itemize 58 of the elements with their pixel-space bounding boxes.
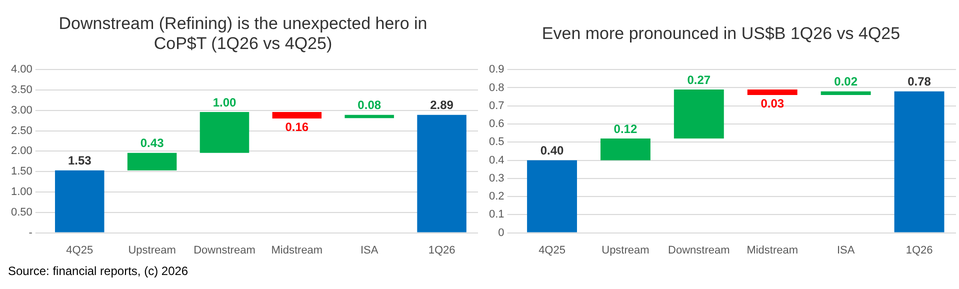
x-tick-label: Upstream bbox=[602, 244, 650, 256]
bar bbox=[747, 90, 798, 95]
y-tick-label: 0.6 bbox=[488, 118, 504, 130]
x-tick-label: Midstream bbox=[271, 244, 323, 256]
y-tick-label: 0.5 bbox=[488, 136, 504, 148]
y-tick-label: 0.9 bbox=[488, 64, 504, 76]
data-label: 0.08 bbox=[358, 98, 382, 112]
y-tick-label: - bbox=[28, 226, 33, 239]
y-tick-label: 0.8 bbox=[488, 82, 504, 94]
bar bbox=[600, 138, 650, 160]
data-label: 0.43 bbox=[140, 136, 164, 150]
y-tick-label: 0.3 bbox=[488, 172, 504, 184]
bar bbox=[674, 90, 724, 139]
x-tick-label: 4Q25 bbox=[66, 244, 94, 256]
y-tick-label: 0.4 bbox=[488, 154, 504, 166]
bar bbox=[344, 114, 394, 118]
data-label: 0.03 bbox=[760, 96, 784, 110]
y-tick-label: 0 bbox=[498, 226, 504, 239]
bar bbox=[820, 91, 871, 95]
y-tick-label: 0.50 bbox=[10, 206, 32, 218]
x-tick-label: Downstream bbox=[668, 244, 730, 256]
x-tick-label: ISA bbox=[360, 244, 379, 256]
data-label: 2.89 bbox=[430, 98, 454, 112]
bar bbox=[127, 152, 177, 170]
x-tick-label: Downstream bbox=[194, 244, 256, 256]
bar bbox=[200, 112, 250, 153]
source-note: Source: financial reports, (c) 2026 bbox=[8, 264, 190, 278]
y-tick-label: 2.50 bbox=[10, 124, 32, 137]
x-tick-label: Upstream bbox=[128, 244, 176, 256]
chart-title: Even more pronounced in US$B 1Q26 vs 4Q25 bbox=[540, 23, 902, 45]
data-label: 0.78 bbox=[908, 74, 932, 89]
y-tick-label: 4.00 bbox=[10, 64, 32, 76]
y-tick-label: 0.7 bbox=[488, 100, 504, 112]
data-label: 1.53 bbox=[68, 154, 92, 168]
data-label: 0.16 bbox=[285, 120, 309, 134]
data-label: 0.12 bbox=[614, 122, 638, 136]
data-label: 0.40 bbox=[540, 144, 564, 158]
x-tick-label: 1Q26 bbox=[428, 244, 456, 256]
x-tick-label: 4Q25 bbox=[538, 244, 566, 256]
x-tick-label: Midstream bbox=[746, 244, 798, 256]
data-label: 1.00 bbox=[212, 95, 236, 110]
bar bbox=[55, 170, 104, 232]
data-label: 0.27 bbox=[687, 72, 711, 87]
y-tick-label: 0.1 bbox=[488, 208, 504, 221]
y-tick-label: 2.00 bbox=[10, 145, 32, 158]
bar bbox=[894, 91, 944, 232]
y-tick-label: 1.50 bbox=[10, 166, 32, 178]
bar bbox=[272, 112, 322, 119]
x-tick-label: ISA bbox=[836, 244, 856, 256]
chart-title: Downstream (Refining) is the unexpected hero in CoP$T (1Q26 vs 4Q25) bbox=[58, 13, 428, 55]
y-tick-label: 0.2 bbox=[488, 190, 504, 203]
x-tick-label: 1Q26 bbox=[906, 244, 933, 256]
y-tick-label: 3.50 bbox=[10, 84, 32, 96]
data-label: 0.02 bbox=[834, 74, 858, 89]
y-tick-label: 1.00 bbox=[10, 186, 32, 198]
y-tick-label: 3.00 bbox=[10, 104, 32, 116]
bar bbox=[527, 160, 577, 232]
bar bbox=[417, 114, 466, 232]
